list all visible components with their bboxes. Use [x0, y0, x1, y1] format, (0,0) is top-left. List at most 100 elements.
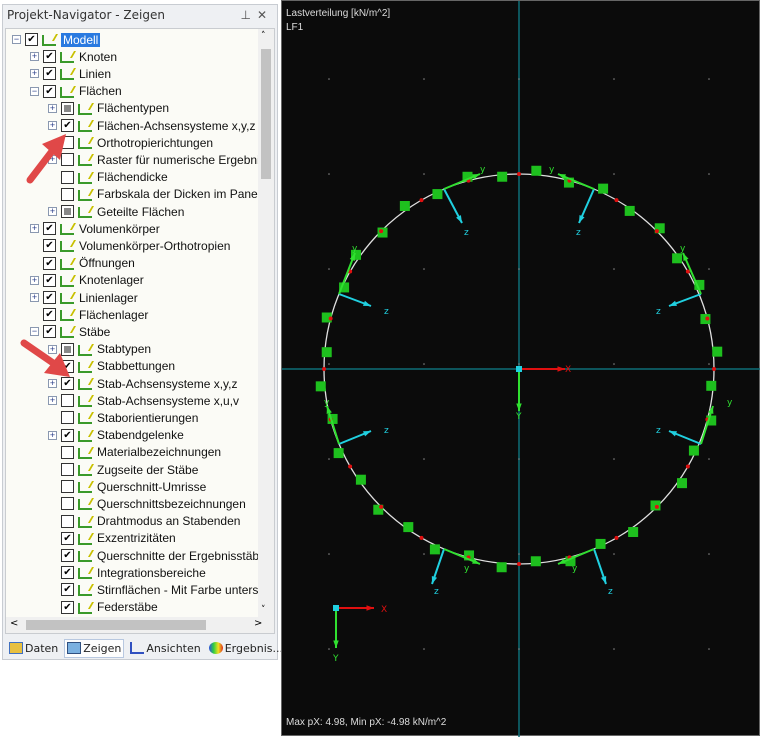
- checkbox[interactable]: [61, 153, 74, 167]
- collapse-icon[interactable]: −: [12, 34, 21, 44]
- checkbox[interactable]: ✔: [43, 50, 56, 64]
- expand-icon[interactable]: +: [48, 343, 57, 354]
- checkbox[interactable]: ✔: [61, 377, 74, 390]
- checkbox[interactable]: ✔: [61, 600, 74, 614]
- checkbox[interactable]: [61, 205, 74, 218]
- checkbox[interactable]: [61, 480, 74, 494]
- checkbox[interactable]: [61, 497, 74, 511]
- tree-item[interactable]: + ✔ Stabendgelenke: [48, 427, 184, 444]
- checkbox[interactable]: [61, 170, 74, 184]
- checkbox[interactable]: [61, 394, 74, 408]
- tree-item[interactable]: + Geteilte Flächen: [48, 203, 184, 220]
- expand-icon[interactable]: +: [30, 51, 39, 62]
- checkbox[interactable]: ✔: [43, 273, 56, 287]
- tree-item[interactable]: + Stabtypen: [48, 341, 151, 358]
- tree-item[interactable]: Materialbezeichnungen: [48, 444, 221, 461]
- tree-item[interactable]: + Stab-Achsensysteme x,u,v: [48, 392, 239, 409]
- tree-item[interactable]: ✔ Exzentrizitäten: [48, 530, 176, 547]
- close-icon[interactable]: ✕: [256, 8, 273, 22]
- tree-item[interactable]: − ✔ Flächen: [30, 83, 122, 100]
- global-x-label: X: [565, 365, 571, 375]
- tree-item[interactable]: ✔ Stabbettungen: [48, 358, 175, 375]
- checkbox[interactable]: ✔: [43, 291, 56, 304]
- collapse-icon[interactable]: −: [30, 326, 39, 337]
- tree-item[interactable]: + Raster für numerische Ergebnis: [48, 151, 258, 168]
- graphics-viewport[interactable]: Lastverteilung [kN/m^2] LF1 Max pX: 4.98…: [281, 0, 760, 737]
- checkbox[interactable]: ✔: [61, 119, 74, 132]
- expand-icon[interactable]: +: [48, 395, 57, 406]
- checkbox[interactable]: [61, 463, 74, 476]
- checkbox[interactable]: ✔: [43, 84, 56, 98]
- checkbox[interactable]: [61, 514, 74, 528]
- tree-item[interactable]: ✔ Flächenlager: [30, 306, 148, 323]
- tree-item[interactable]: Zugseite der Stäbe: [48, 461, 198, 478]
- load-title: Lastverteilung [kN/m^2]: [286, 8, 391, 19]
- tab-daten[interactable]: Daten: [7, 640, 60, 657]
- tree-item[interactable]: + ✔ Knotenlager: [30, 272, 144, 289]
- collapse-icon[interactable]: −: [30, 85, 39, 96]
- tree-item[interactable]: + ✔ Volumenkörper: [30, 220, 160, 237]
- checkbox[interactable]: ✔: [43, 325, 56, 339]
- scroll-down-icon[interactable]: ˅: [261, 605, 266, 615]
- tree-item[interactable]: + ✔ Stab-Achsensysteme x,y,z: [48, 375, 238, 392]
- grid-point: [708, 363, 710, 365]
- expand-icon[interactable]: +: [30, 223, 39, 234]
- tree-item[interactable]: + ✔ Linienlager: [30, 289, 138, 306]
- tab-zeigen[interactable]: Zeigen: [64, 638, 125, 658]
- tree-item[interactable]: ✔ Federstäbe: [48, 599, 158, 616]
- checkbox[interactable]: [61, 342, 74, 356]
- checkbox[interactable]: [61, 411, 74, 425]
- tree-item[interactable]: ✔ Querschnitte der Ergebnisstäbe: [48, 547, 258, 564]
- tree-item[interactable]: ✔ Volumenkörper-Orthotropien: [30, 237, 230, 254]
- tree-item[interactable]: ✔ Öffnungen: [30, 255, 135, 272]
- checkbox[interactable]: ✔: [61, 428, 74, 442]
- tree-item[interactable]: − ✔ Modell: [12, 31, 101, 48]
- tree-item[interactable]: + ✔ Knoten: [30, 48, 117, 65]
- expand-icon[interactable]: +: [48, 102, 57, 113]
- expand-icon[interactable]: +: [48, 378, 57, 388]
- tree-item[interactable]: Orthotropierichtungen: [48, 134, 213, 151]
- tab-ergebnisse[interactable]: Ergebnis...: [207, 640, 285, 657]
- tab-ansichten[interactable]: Ansichten: [128, 640, 202, 657]
- checkbox[interactable]: [61, 445, 74, 459]
- checkbox[interactable]: ✔: [61, 583, 74, 597]
- tree-item[interactable]: − ✔ Stäbe: [30, 323, 110, 340]
- expand-icon[interactable]: +: [30, 68, 39, 79]
- node-point: [322, 367, 326, 371]
- checkbox[interactable]: ✔: [61, 566, 74, 580]
- expand-icon[interactable]: +: [30, 292, 39, 302]
- checkbox[interactable]: ✔: [43, 222, 56, 236]
- checkbox[interactable]: ✔: [61, 549, 74, 562]
- checkbox[interactable]: ✔: [43, 67, 56, 81]
- scroll-up-icon[interactable]: ˄: [261, 31, 266, 41]
- checkbox[interactable]: ✔: [25, 33, 38, 46]
- tree-item[interactable]: + Flächentypen: [48, 100, 169, 117]
- node-point: [419, 198, 424, 203]
- tree-item[interactable]: Querschnitt-Umrisse: [48, 478, 206, 495]
- horizontal-scrollbar[interactable]: < >: [6, 617, 274, 633]
- checkbox[interactable]: ✔: [61, 531, 74, 545]
- tree-item[interactable]: Farbskala der Dicken im Panel: [48, 186, 258, 203]
- checkbox[interactable]: ✔: [43, 239, 56, 253]
- expand-icon[interactable]: +: [48, 206, 57, 216]
- expand-icon[interactable]: +: [30, 274, 39, 285]
- vertical-scrollbar[interactable]: ˄ ˅: [258, 29, 274, 617]
- expand-icon[interactable]: +: [48, 120, 57, 130]
- tree-item[interactable]: Drahtmodus an Stabenden: [48, 513, 240, 530]
- checkbox[interactable]: ✔: [43, 308, 56, 322]
- expand-icon[interactable]: +: [48, 429, 57, 440]
- checkbox[interactable]: [61, 101, 74, 115]
- checkbox[interactable]: ✔: [43, 256, 56, 270]
- tree-item[interactable]: Querschnittsbezeichnungen: [48, 495, 246, 512]
- tree-item[interactable]: + ✔ Linien: [30, 65, 111, 82]
- scroll-right-icon[interactable]: >: [254, 618, 263, 629]
- tree-item[interactable]: ✔ Stirnflächen - Mit Farbe untersc: [48, 581, 258, 598]
- tree-item[interactable]: Flächendicke: [48, 169, 168, 186]
- display-item-icon: [77, 119, 92, 132]
- scroll-left-icon[interactable]: <: [10, 618, 19, 629]
- tree-item[interactable]: + ✔ Flächen-Achsensysteme x,y,z: [48, 117, 256, 134]
- checkbox[interactable]: [61, 187, 74, 201]
- tree-item[interactable]: Staborientierungen: [48, 409, 198, 426]
- pin-icon[interactable]: ⊥: [240, 8, 257, 22]
- tree-item[interactable]: ✔ Integrationsbereiche: [48, 564, 206, 581]
